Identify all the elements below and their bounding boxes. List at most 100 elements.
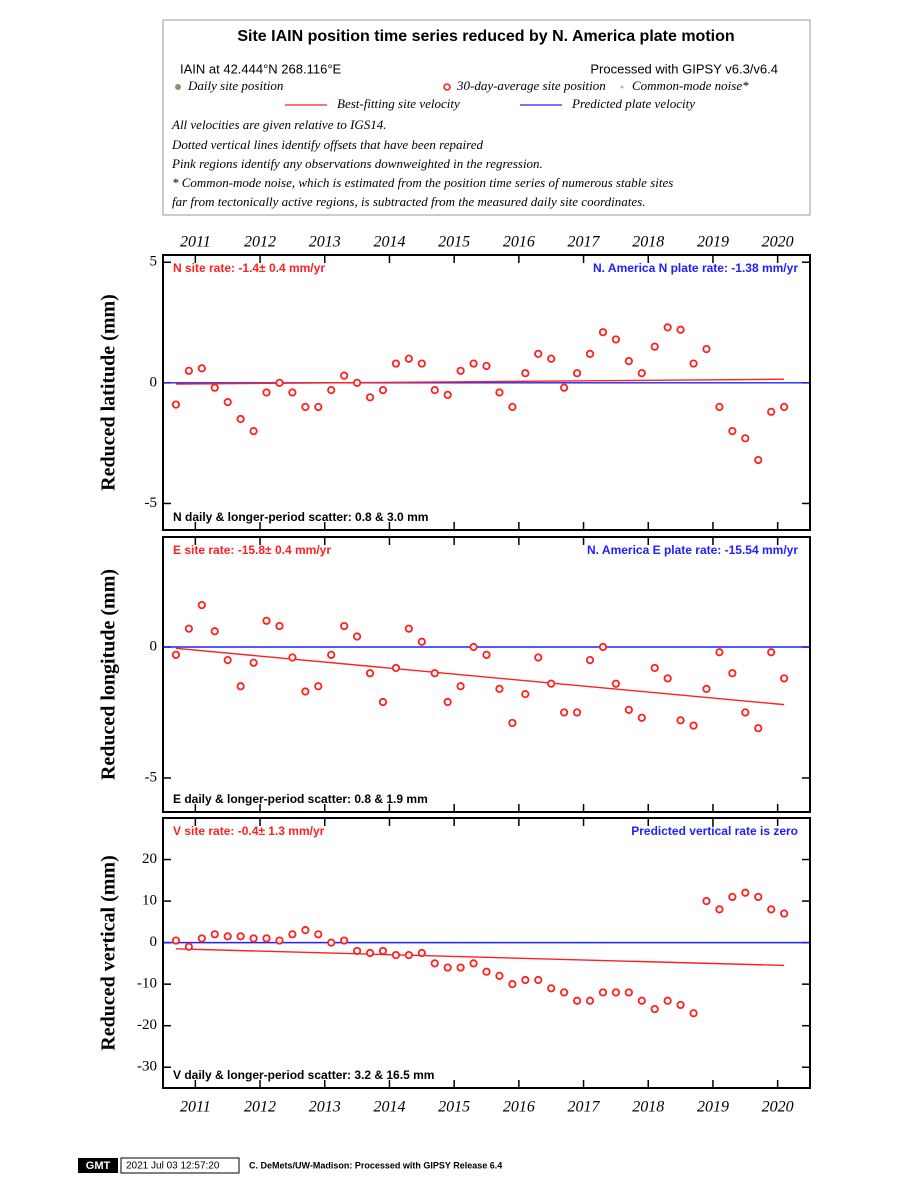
average-point bbox=[404, 354, 413, 363]
average-point bbox=[352, 378, 362, 387]
average-point bbox=[534, 975, 543, 985]
average-point bbox=[171, 936, 181, 945]
average-point bbox=[508, 718, 517, 728]
panel: -5 0 E site rate: -15.8± 0.4 mm/yr N. Ameri… bbox=[98, 536, 811, 813]
average-point bbox=[624, 988, 633, 997]
average-point bbox=[378, 385, 388, 395]
processing: Processed with GIPSY v6.3/v6.4 bbox=[590, 61, 778, 76]
average-point bbox=[469, 359, 478, 368]
y-axis-label: Reduced longitude (mm) bbox=[98, 569, 120, 780]
average-point bbox=[767, 648, 776, 657]
site-velocity-line bbox=[175, 647, 785, 706]
average-point bbox=[482, 361, 491, 371]
x-tick-label: 2016 bbox=[503, 1099, 535, 1116]
average-point bbox=[560, 383, 569, 392]
average-point bbox=[223, 655, 232, 665]
average-point bbox=[663, 323, 672, 332]
location: IAIN at 42.444°N 268.116°E bbox=[180, 61, 342, 76]
frame bbox=[162, 817, 811, 1089]
average-point bbox=[689, 1009, 698, 1018]
average-point bbox=[197, 934, 206, 943]
average-point bbox=[288, 653, 297, 662]
average-point bbox=[391, 359, 401, 368]
average-point bbox=[456, 682, 465, 691]
average-point bbox=[404, 624, 413, 633]
average-point bbox=[249, 934, 258, 943]
x-tick-label: 2014 bbox=[373, 234, 405, 251]
average-point bbox=[443, 697, 452, 707]
panel: -30 -20 -10 0 10 20 2011 2012 2013 2014 2015 2016 20… bbox=[98, 817, 811, 1116]
average-point bbox=[637, 713, 646, 722]
x-tick-label: 2019 bbox=[697, 1099, 729, 1116]
average-point bbox=[572, 369, 582, 378]
average-point bbox=[637, 996, 646, 1005]
average-point bbox=[456, 366, 465, 375]
average-point bbox=[715, 402, 724, 412]
average-point bbox=[417, 359, 426, 368]
frame bbox=[162, 536, 811, 813]
average-point bbox=[262, 616, 271, 625]
note: Pink regions identify any observations d… bbox=[171, 156, 543, 171]
site-rate: N site rate: -1.4± 0.4 mm/yr bbox=[173, 261, 325, 275]
average-point bbox=[236, 414, 245, 424]
average-point bbox=[560, 708, 569, 717]
x-tick-label: 2018 bbox=[632, 234, 664, 251]
average-point bbox=[210, 383, 219, 392]
average-point bbox=[689, 359, 698, 368]
average-point bbox=[314, 402, 323, 412]
average-point bbox=[767, 407, 776, 416]
average-point bbox=[482, 967, 491, 976]
average-point bbox=[340, 371, 349, 380]
average-point bbox=[715, 905, 724, 914]
note: * Common-mode noise, which is estimated … bbox=[172, 175, 673, 190]
average-point bbox=[780, 909, 789, 918]
scatter-note: N daily & longer-period scatter: 0.8 & 3… bbox=[173, 510, 428, 524]
average-point bbox=[611, 679, 621, 688]
average-point bbox=[508, 402, 517, 412]
average-point bbox=[197, 364, 206, 373]
legend: Daily site position 30-day-average site p… bbox=[175, 78, 749, 111]
average-point bbox=[611, 988, 621, 997]
note: All velocities are given relative to IGS… bbox=[171, 117, 387, 132]
average-point bbox=[314, 930, 323, 939]
average-point bbox=[430, 385, 439, 395]
y-tick-label: 5 bbox=[150, 254, 158, 270]
average-point bbox=[585, 349, 595, 359]
average-point bbox=[495, 684, 504, 694]
y-tick-label: 0 bbox=[150, 934, 158, 950]
x-tick-label: 2017 bbox=[568, 1099, 601, 1116]
average-point bbox=[378, 946, 388, 956]
credit: C. DeMets/UW-Madison: Processed with GIP… bbox=[249, 1160, 502, 1170]
note: Dotted vertical lines identify offsets t… bbox=[171, 137, 483, 152]
y-tick-label: -5 bbox=[145, 495, 158, 511]
average-point bbox=[171, 650, 181, 659]
y-tick-label: -30 bbox=[137, 1059, 157, 1075]
timestamp: 2021 Jul 03 12:57:20 bbox=[126, 1161, 220, 1172]
average-point bbox=[650, 1004, 659, 1014]
average-point bbox=[702, 344, 711, 354]
average-point bbox=[327, 650, 336, 659]
x-tick-label: 2012 bbox=[244, 1099, 276, 1116]
average-point bbox=[340, 936, 349, 945]
average-point bbox=[598, 642, 608, 652]
average-point bbox=[754, 455, 763, 465]
average-point bbox=[754, 724, 763, 733]
average-point bbox=[301, 687, 310, 696]
average-point bbox=[327, 938, 336, 947]
legend-label: Daily site position bbox=[187, 78, 283, 93]
average-point bbox=[417, 637, 426, 646]
average-point bbox=[780, 402, 789, 412]
average-point bbox=[301, 402, 310, 412]
x-tick-label: 2011 bbox=[180, 234, 211, 251]
average-point bbox=[534, 653, 543, 662]
average-point bbox=[443, 963, 452, 972]
average-point bbox=[210, 930, 219, 939]
frame bbox=[162, 254, 811, 531]
legend-label: Best-fitting site velocity bbox=[337, 96, 460, 111]
y-tick-label: 0 bbox=[150, 638, 158, 654]
average-point bbox=[262, 388, 271, 397]
average-point bbox=[391, 950, 401, 960]
average-point bbox=[547, 984, 556, 993]
footer: GMT 2021 Jul 03 12:57:20 C. DeMets/UW-Ma… bbox=[78, 1157, 502, 1174]
